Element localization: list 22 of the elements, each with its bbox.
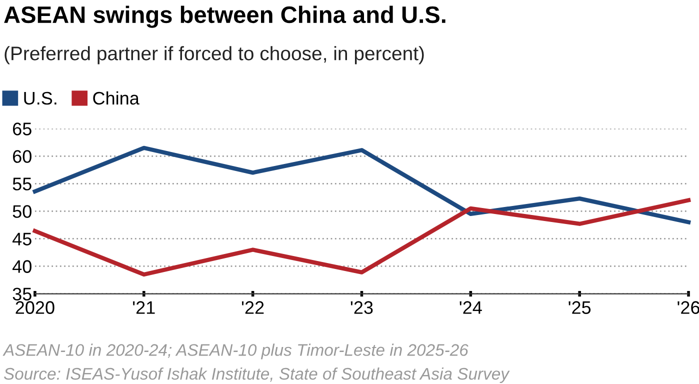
y-tick-label: 55 xyxy=(12,178,32,190)
chart-title: ASEAN swings between China and U.S. xyxy=(4,6,446,28)
text: ASEAN-10 in 2020-24; ASEAN-10 plus Timor-Leste in 2025-26 xyxy=(2,344,468,360)
y-tick-label: 45 xyxy=(12,232,32,246)
x-tick-label: 2020 xyxy=(16,301,54,314)
y-tick-label: 40 xyxy=(12,260,32,273)
x-tick-label: '26 xyxy=(678,301,699,314)
x-tick-label: '23 xyxy=(350,301,373,314)
line-series xyxy=(32,146,691,224)
line-series xyxy=(32,198,691,277)
x-tick-label: '21 xyxy=(133,301,155,314)
y-tick-label: 50 xyxy=(12,205,32,218)
chart-subtitle: (Preferred partner if forced to choose, in percent) xyxy=(4,46,424,64)
y-tick-label: 35 xyxy=(12,288,32,300)
x-tick-label: '24 xyxy=(460,301,482,314)
x-tick-label: '22 xyxy=(242,301,264,314)
x-tick-label: '25 xyxy=(568,301,591,314)
y-tick-label: 65 xyxy=(13,122,32,136)
source-note: Source: ISEAS-Yusof Ishak Institute, State of Southeast Asia Survey xyxy=(4,367,510,384)
legend-label: China xyxy=(93,91,140,105)
y-tick-label: 60 xyxy=(13,150,32,163)
legend-label: U.S. xyxy=(24,92,56,105)
